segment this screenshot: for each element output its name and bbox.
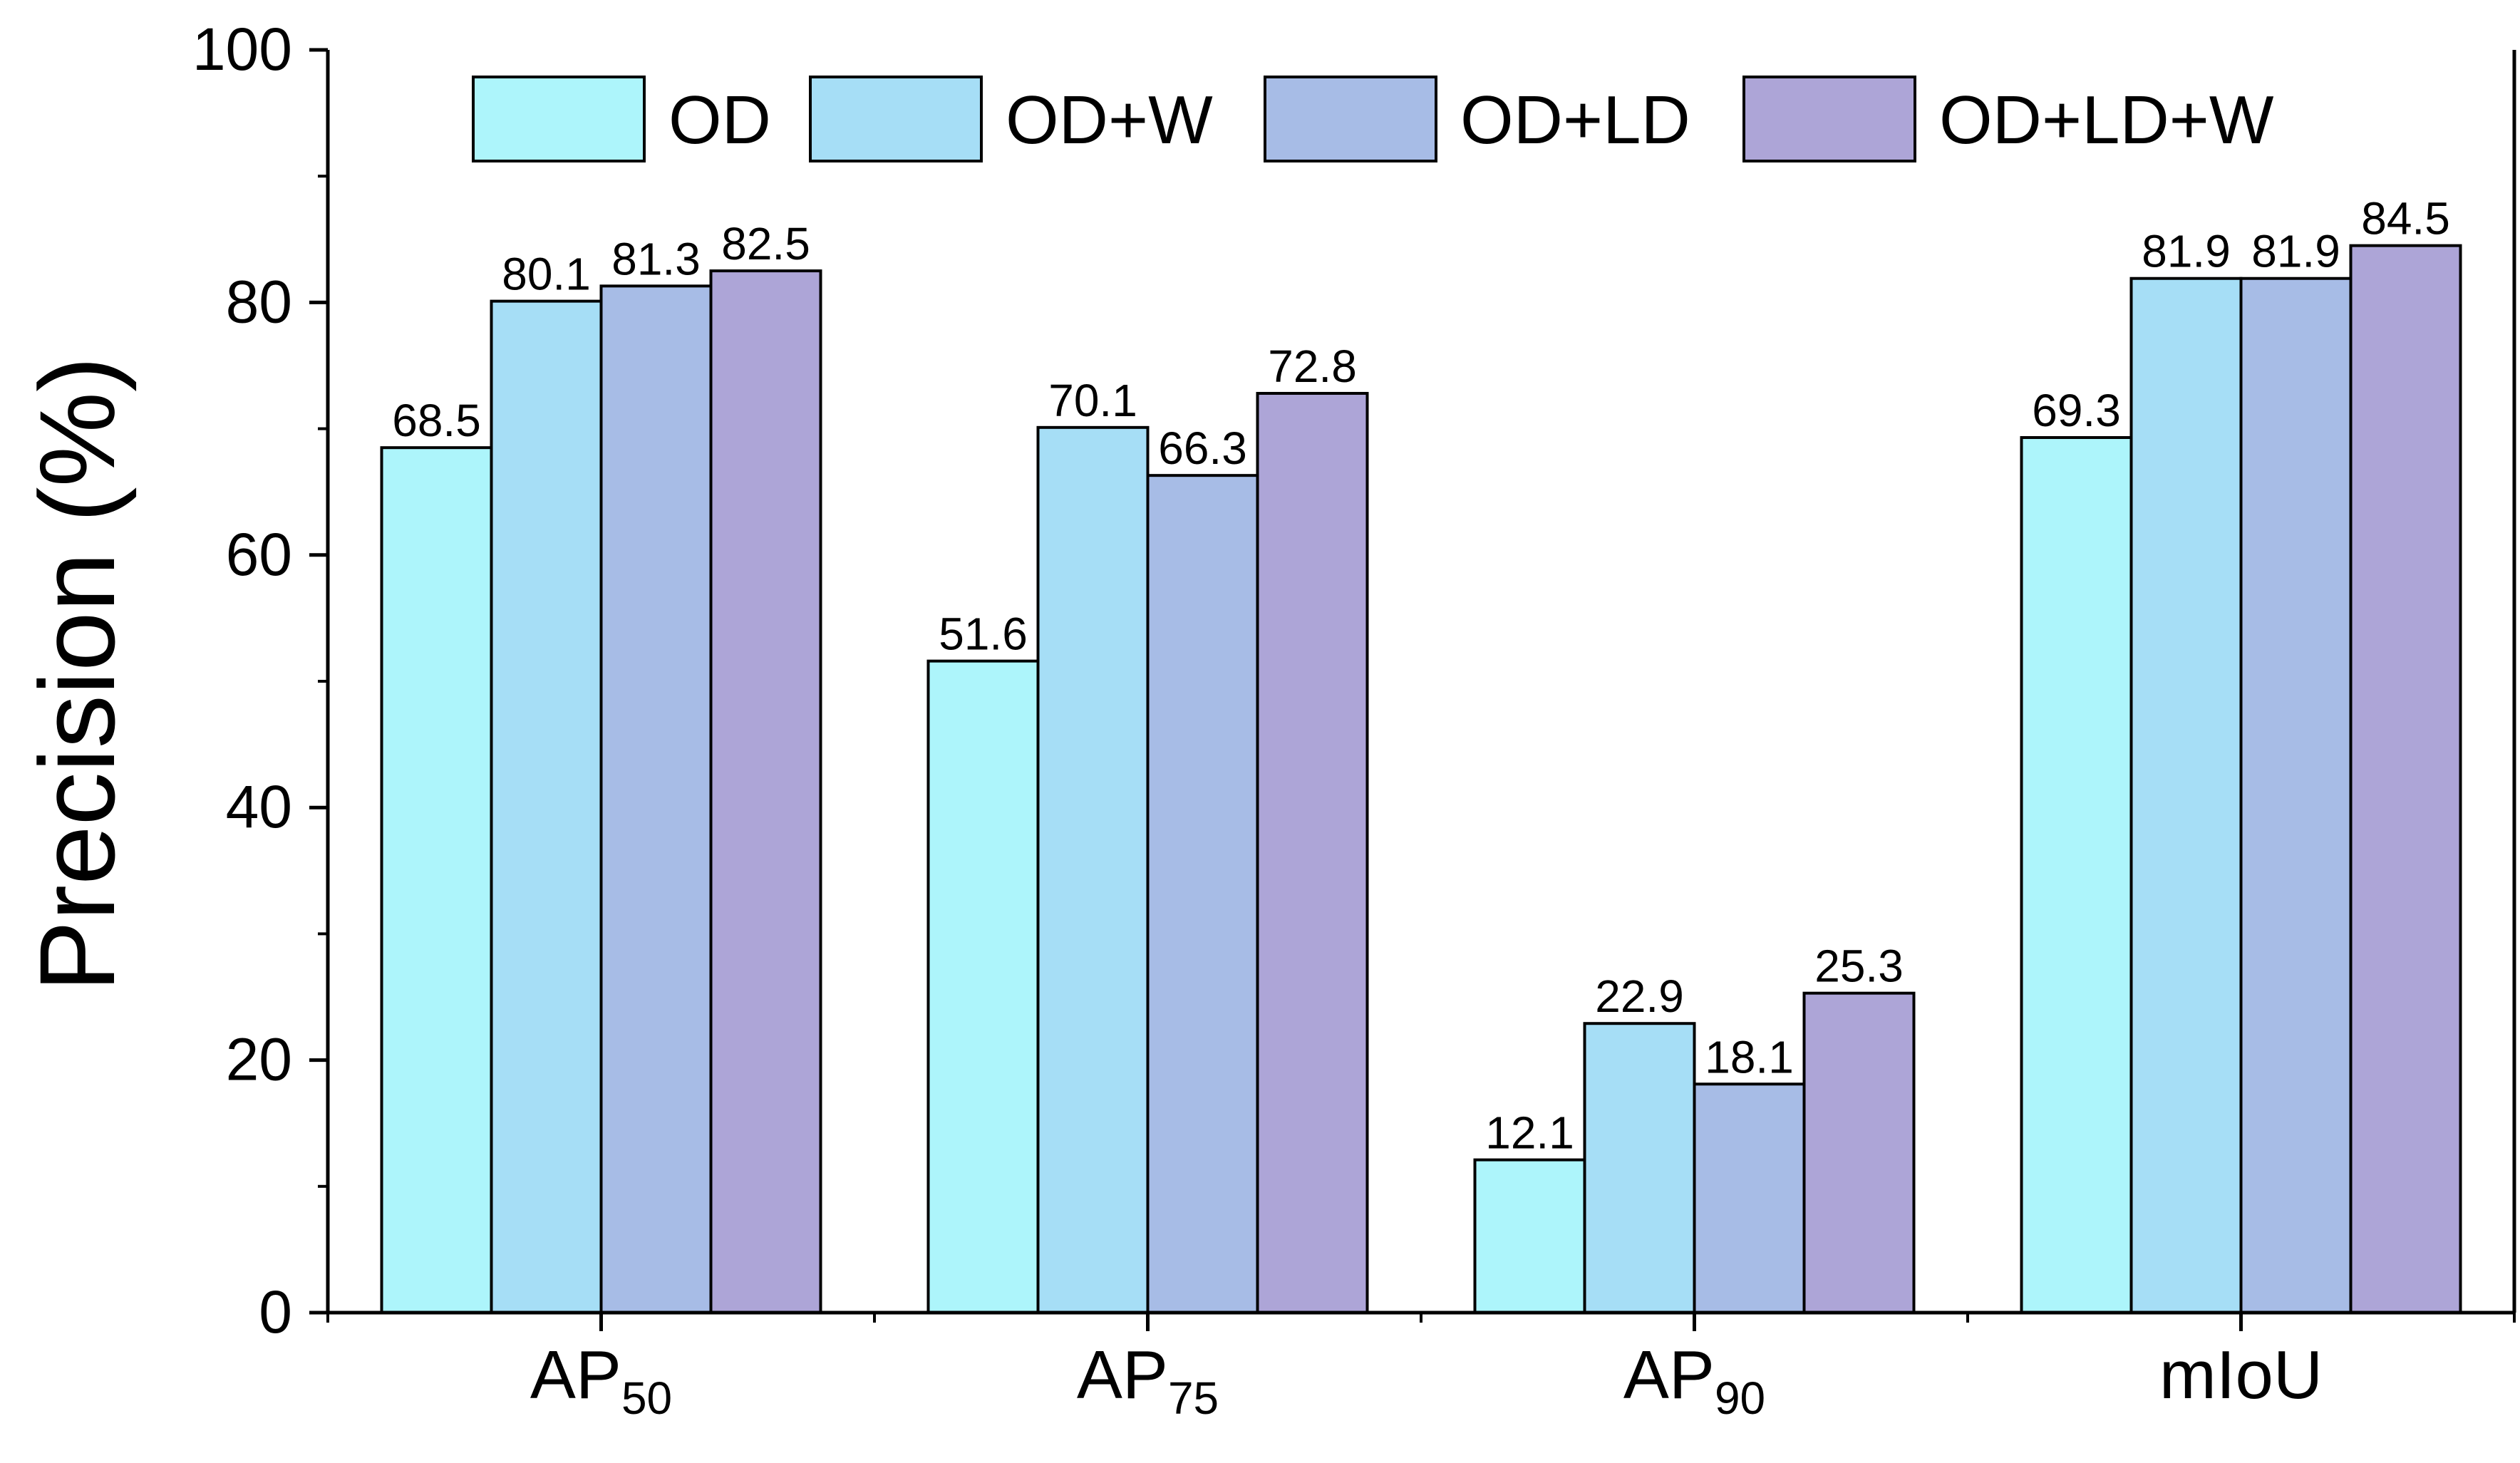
y-axis-title: Precision (%)	[17, 356, 137, 992]
data-label: 81.9	[2142, 226, 2231, 277]
data-label: 70.1	[1048, 375, 1137, 426]
data-label: 12.1	[1485, 1107, 1574, 1159]
x-tick-label: mIoU	[2159, 1337, 2323, 1413]
legend-swatch-od-w	[809, 76, 983, 162]
bar-od-ld-2	[1693, 1082, 1806, 1314]
legend: OD OD+W OD+LD OD+LD+W	[472, 76, 2274, 162]
bar-od-ld-1	[1146, 474, 1259, 1315]
bar-od-ld-w-3	[2349, 244, 2462, 1314]
x-tick-label: AP75	[1077, 1337, 1219, 1424]
bar-od-1	[926, 659, 1040, 1314]
bars-layer	[380, 244, 2462, 1315]
data-label: 51.6	[939, 609, 1028, 660]
data-label: 25.3	[1814, 941, 1904, 992]
x-tick-label: AP50	[530, 1337, 672, 1424]
data-label: 82.5	[721, 218, 810, 269]
data-label: 84.5	[2361, 193, 2450, 244]
bar-od-w-0	[490, 299, 603, 1314]
data-labels-layer: 68.5 80.1 81.3 82.5 51.6 70.1 66.3 72.8 12.1 22.9…	[392, 193, 2450, 1159]
bar-od-0	[380, 446, 493, 1314]
y-tick-label: 0	[259, 1278, 292, 1345]
data-label: 80.1	[502, 249, 591, 300]
bar-od-ld-w-2	[1802, 991, 1916, 1314]
bar-od-ld-w-0	[709, 269, 822, 1315]
bar-od-w-1	[1036, 425, 1150, 1314]
legend-swatch-od-ld	[1264, 76, 1437, 162]
bar-od-3	[2020, 436, 2133, 1314]
x-tick-label: AP90	[1623, 1337, 1765, 1424]
bar-od-ld-3	[2239, 276, 2353, 1314]
data-label: 22.9	[1595, 971, 1684, 1022]
axes-layer: 0 20 40 60 80 100 AP50 AP75 AP90 mIoU	[192, 16, 2516, 1424]
bar-od-w-3	[2129, 276, 2243, 1314]
data-label: 72.8	[1268, 341, 1357, 392]
y-tick-label: 40	[226, 773, 292, 840]
data-label: 66.3	[1158, 423, 1247, 474]
bar-od-2	[1473, 1158, 1586, 1315]
legend-label-od-ld: OD+LD	[1460, 82, 1690, 158]
data-label: 68.5	[392, 395, 481, 446]
y-tick-label: 60	[226, 521, 292, 588]
data-label: 81.9	[2251, 226, 2340, 277]
legend-label-od: OD	[668, 82, 771, 158]
bar-od-ld-0	[599, 284, 713, 1314]
legend-swatch-od	[472, 76, 646, 162]
legend-swatch-od-ld-w	[1742, 76, 1916, 162]
data-label: 69.3	[2032, 385, 2121, 436]
data-label: 18.1	[1705, 1031, 1794, 1082]
y-tick-label: 80	[226, 268, 292, 335]
legend-label-od-w: OD+W	[1006, 82, 1213, 158]
y-tick-label: 20	[226, 1026, 292, 1093]
y-tick-label: 100	[192, 16, 292, 83]
legend-label-od-ld-w: OD+LD+W	[1939, 82, 2274, 158]
bar-od-w-2	[1583, 1022, 1696, 1315]
bar-od-ld-w-1	[1256, 391, 1369, 1314]
data-label: 81.3	[611, 233, 701, 284]
